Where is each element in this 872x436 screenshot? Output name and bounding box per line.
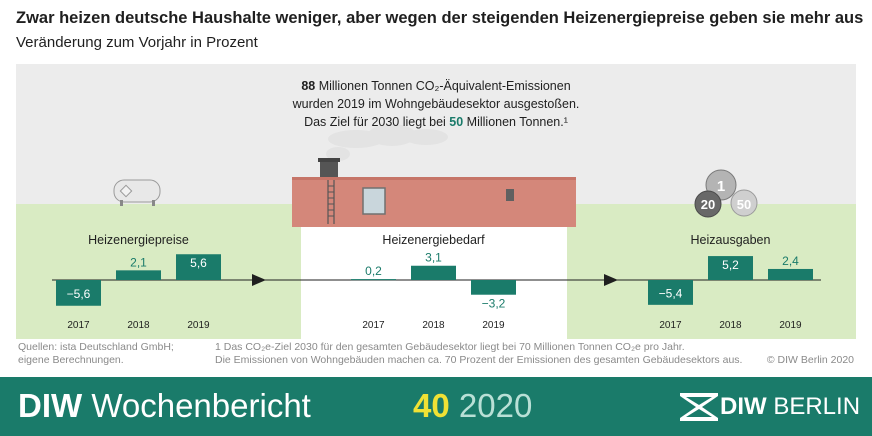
- logo-rest: BERLIN: [766, 393, 861, 420]
- footnote: 1 Das CO₂e-Ziel 2030 für den gesamten Ge…: [215, 341, 742, 367]
- issue-year: 2020: [449, 387, 533, 424]
- data-label: 2,1: [130, 255, 147, 269]
- footer-banner: DIW Wochenbericht 40 2020 DIW BERLIN: [0, 377, 872, 436]
- bar: [471, 280, 516, 295]
- brand-bold: DIW: [18, 387, 83, 424]
- house-illustration: [292, 158, 576, 339]
- issue-num: 40: [413, 387, 450, 424]
- coin-label-20: 20: [701, 197, 715, 212]
- flow-arrow-2: [604, 274, 618, 286]
- tick-label: 2018: [719, 320, 742, 331]
- data-label: 5,6: [190, 256, 207, 270]
- emissions-info-line3: Das Ziel für 2030 liegt bei 50 Millionen…: [304, 115, 568, 129]
- footnote-line-1: 1 Das CO₂e-Ziel 2030 für den gesamten Ge…: [215, 341, 685, 353]
- footnote-line-2: Die Emissionen von Wohngebäuden machen c…: [215, 354, 743, 366]
- bar: [116, 270, 161, 280]
- bar: [351, 279, 396, 281]
- emissions-number: 88: [301, 79, 315, 93]
- sources-note: Quellen: ista Deutschland GmbH; eigene B…: [18, 341, 174, 367]
- publication-brand: DIW Wochenbericht: [18, 387, 311, 425]
- bar: [56, 280, 101, 306]
- data-label: −5,4: [659, 286, 683, 300]
- target-number: 50: [449, 115, 463, 129]
- flow-arrow-1: [252, 274, 266, 286]
- sources-line-1: Quellen: ista Deutschland GmbH;: [18, 341, 174, 353]
- smoke-cloud: [326, 124, 448, 161]
- panel-title: Heizenergiebedarf: [382, 233, 485, 247]
- data-label: 3,1: [425, 251, 442, 265]
- coin-label-1: 1: [717, 178, 725, 195]
- panel-title: Heizenergiepreise: [88, 233, 189, 247]
- bar: [708, 256, 753, 280]
- emissions-info-line1: 88 Millionen Tonnen CO₂-Äquivalent-Emiss…: [301, 79, 570, 93]
- bar: [176, 254, 221, 280]
- logo-bold: DIW: [720, 393, 767, 420]
- data-label: 0,2: [365, 264, 382, 278]
- tick-label: 2017: [362, 320, 385, 331]
- bar: [648, 280, 693, 305]
- tick-label: 2017: [659, 320, 682, 331]
- tick-label: 2019: [187, 320, 210, 331]
- bar: [768, 268, 813, 280]
- tick-label: 2019: [779, 320, 802, 331]
- panel-title: Heizausgaben: [691, 233, 771, 247]
- data-label: 5,2: [722, 258, 739, 272]
- logo-text: DIW BERLIN: [720, 393, 860, 421]
- tick-label: 2018: [127, 320, 150, 331]
- copyright-note: © DIW Berlin 2020: [766, 354, 854, 366]
- target-text-post: Millionen Tonnen.¹: [463, 115, 568, 129]
- oil-tank-illustration: [113, 179, 161, 206]
- emissions-text: Millionen Tonnen CO₂-Äquivalent-Emission…: [315, 79, 570, 93]
- bar: [411, 265, 456, 280]
- tick-label: 2017: [67, 320, 90, 331]
- chart-subtitle: Veränderung zum Vorjahr in Prozent: [16, 34, 258, 51]
- target-text-pre: Das Ziel für 2030 liegt bei: [304, 115, 449, 129]
- emissions-info-line2: wurden 2019 im Wohngebäudesektor ausgest…: [292, 97, 580, 111]
- tick-label: 2018: [422, 320, 445, 331]
- coin-label-50: 50: [737, 197, 751, 212]
- issue-number: 40 2020: [413, 387, 532, 425]
- diw-logo-icon: [680, 393, 718, 421]
- data-label: −3,2: [482, 297, 506, 311]
- chart-title: Zwar heizen deutsche Haushalte weniger, …: [16, 9, 864, 27]
- coins-illustration: 50 1 20: [694, 169, 758, 218]
- data-label: 2,4: [782, 254, 799, 268]
- data-label: −5,6: [67, 287, 91, 301]
- sources-line-2: eigene Berechnungen.: [18, 354, 124, 366]
- infographic-scene: 50 1 20 88 Millionen Tonnen CO₂-Äquivale…: [16, 64, 856, 339]
- brand-rest: Wochenbericht: [82, 387, 311, 424]
- tick-label: 2019: [482, 320, 505, 331]
